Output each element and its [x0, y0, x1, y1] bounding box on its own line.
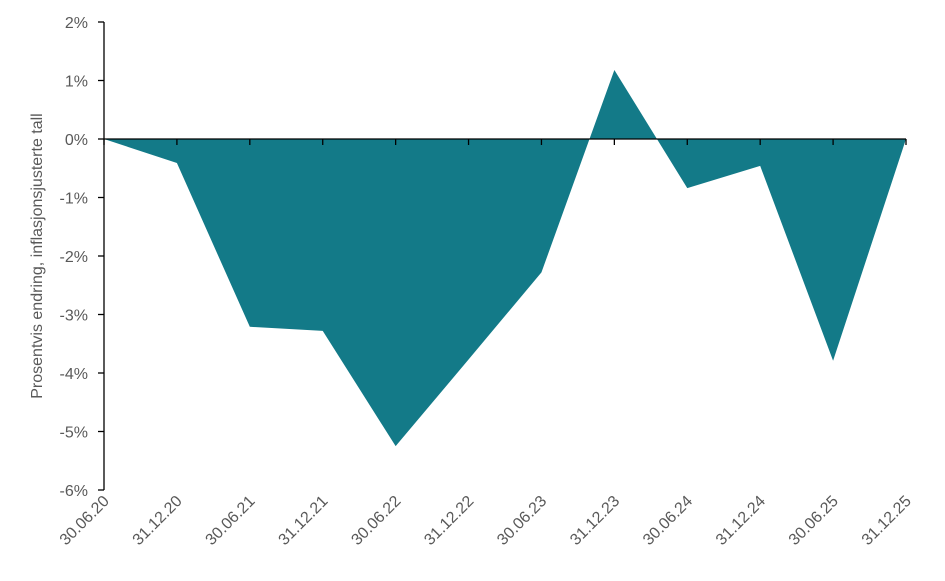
x-tick-label: 31.12.24	[713, 493, 769, 549]
x-tick-label: 31.12.25	[859, 493, 915, 549]
y-tick-label: -1%	[60, 191, 88, 208]
y-tick-label: -2%	[60, 249, 88, 266]
x-tick-label: 31.12.23	[567, 493, 623, 549]
x-tick-label: 30.06.21	[203, 493, 259, 549]
x-tick-label: 31.12.21	[275, 493, 331, 549]
x-tick-label: 30.06.23	[494, 493, 550, 549]
y-axis-label: Prosentvis endring, inflasjonsjusterte t…	[29, 113, 46, 398]
y-tick-label: -6%	[60, 483, 88, 500]
y-tick-label: 0%	[65, 132, 88, 149]
x-tick-label: 30.06.20	[57, 493, 113, 549]
x-tick-label: 31.12.22	[421, 493, 477, 549]
y-tick-label: 2%	[65, 15, 88, 32]
area-series	[104, 69, 906, 447]
y-tick-label: -5%	[60, 425, 88, 442]
x-tick-label: 31.12.20	[130, 493, 186, 549]
y-tick-label: 1%	[65, 74, 88, 91]
x-tick-label: 30.06.22	[348, 493, 404, 549]
x-tick-label: 30.06.24	[640, 493, 696, 549]
y-tick-label: -3%	[60, 308, 88, 325]
y-tick-label: -4%	[60, 366, 88, 383]
x-tick-label: 30.06.25	[786, 493, 842, 549]
